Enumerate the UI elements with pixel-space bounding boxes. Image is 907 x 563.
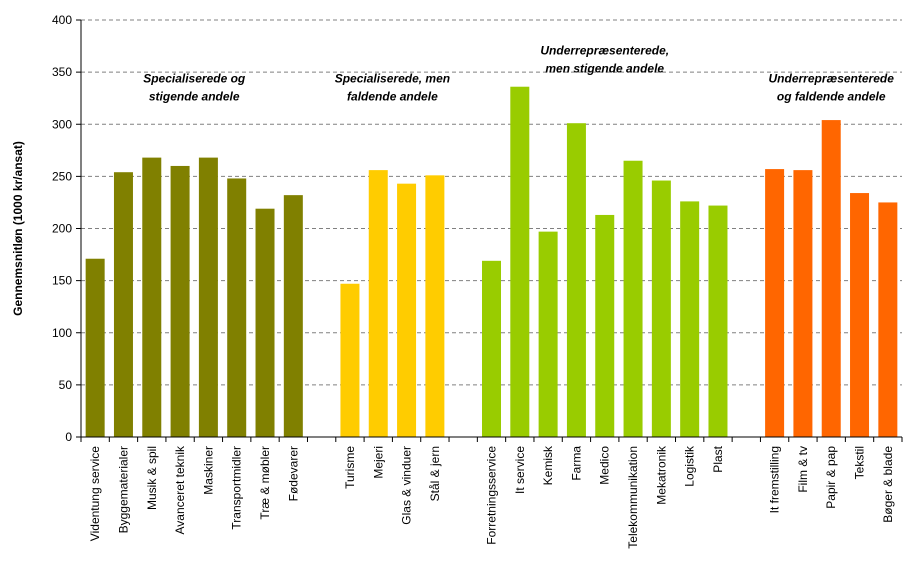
x-tick-label: Kemisk [541, 445, 555, 485]
group-label: Underrepræsenterede, men stigende andele [540, 44, 669, 76]
y-tick-label: 350 [52, 65, 72, 79]
bar [651, 180, 671, 438]
group-label-line: Underrepræsenterede [769, 72, 895, 86]
x-tick-label: Stål & jern [428, 446, 442, 501]
bar [85, 258, 105, 437]
group-label-line: men stigende andele [545, 62, 664, 76]
x-tick-label: Maskiner [201, 446, 215, 495]
x-tick-label: Turisme [343, 446, 357, 489]
bar [680, 201, 700, 437]
x-tick-label: Papir & pap [824, 446, 838, 509]
group-label-line: stigende andele [149, 90, 240, 104]
x-tick-label: Tekstil [853, 446, 867, 479]
x-tick-label: Videntung service [88, 446, 102, 542]
bar [623, 160, 643, 438]
x-tick-label: Logistik [683, 445, 697, 487]
bar [850, 193, 870, 437]
x-tick-label: Farma [569, 446, 583, 481]
bar [198, 157, 218, 438]
y-tick-label: 50 [59, 378, 73, 392]
x-tick-label: Glas & vinduer [400, 446, 414, 525]
group-label-line: Underrepræsenterede, [540, 44, 669, 58]
group-label: Specialiserede og stigende andele [143, 72, 246, 104]
bar [538, 231, 558, 437]
x-tick-label: Fødevarer [286, 446, 300, 501]
x-tick-label: Transportmidler [230, 446, 244, 530]
bar [283, 195, 303, 437]
bar [227, 178, 247, 437]
x-tick-label: Medico [598, 446, 612, 485]
bar [170, 165, 190, 437]
y-tick-label: 0 [65, 430, 72, 444]
x-tick-label: Mekatronik [654, 445, 668, 505]
y-tick-label: 100 [52, 326, 72, 340]
group-label-line: og faldende andele [777, 90, 886, 104]
y-axis-title: Gennemsnitløn (1000 kr/ansat) [11, 141, 25, 316]
bar [595, 214, 615, 437]
group-label-line: faldende andele [347, 90, 438, 104]
y-tick-label: 200 [52, 222, 72, 236]
group-label-line: Specialiserede og [143, 72, 246, 86]
bar [765, 169, 785, 437]
bar [425, 175, 445, 437]
bar [821, 120, 841, 437]
x-tick-label: Træ & møbler [258, 446, 272, 520]
x-tick-label: Musik & spil [145, 446, 159, 510]
group-label: Underrepræsenterede og faldende andele [769, 72, 895, 104]
x-tick-label: Mejeri [371, 446, 385, 479]
x-tick-label: It fremstilling [768, 446, 782, 513]
bar [340, 283, 360, 437]
bar [368, 170, 388, 437]
y-tick-label: 300 [52, 117, 72, 131]
bar [878, 202, 898, 437]
y-tick-label: 150 [52, 274, 72, 288]
x-tick-label: Avanceret teknik [173, 445, 187, 534]
bar [113, 172, 133, 437]
y-tick-label: 400 [52, 13, 72, 27]
group-labels: Specialiserede og stigende andeleSpeciali… [143, 44, 894, 104]
bar [510, 86, 530, 437]
y-tick-label: 250 [52, 169, 72, 183]
group-label: Specialiserede, men faldende andele [335, 72, 450, 104]
x-tick-label: Byggematerialer [116, 446, 130, 533]
bar [793, 170, 813, 437]
x-tick-label: Film & tv [796, 446, 810, 493]
bars [85, 86, 898, 438]
x-tick-label: Telekommunikation [626, 446, 640, 549]
x-axis-labels: Videntung service Byggematerialer Musik & … [80, 437, 903, 549]
x-tick-label: It service [513, 446, 527, 494]
group-label-line: Specialiserede, men [335, 72, 450, 86]
bar [708, 205, 728, 437]
y-axis-ticks: 0 50 100 150 200 250 300 350 400 [52, 13, 81, 444]
bar [566, 123, 586, 438]
x-tick-label: Forretningsservice [485, 446, 499, 545]
bar [255, 208, 275, 437]
x-tick-label: Bøger & blade [881, 446, 895, 523]
x-tick-label: Plast [711, 445, 725, 472]
bar [397, 183, 417, 437]
bar [142, 157, 162, 438]
bar [482, 260, 501, 437]
